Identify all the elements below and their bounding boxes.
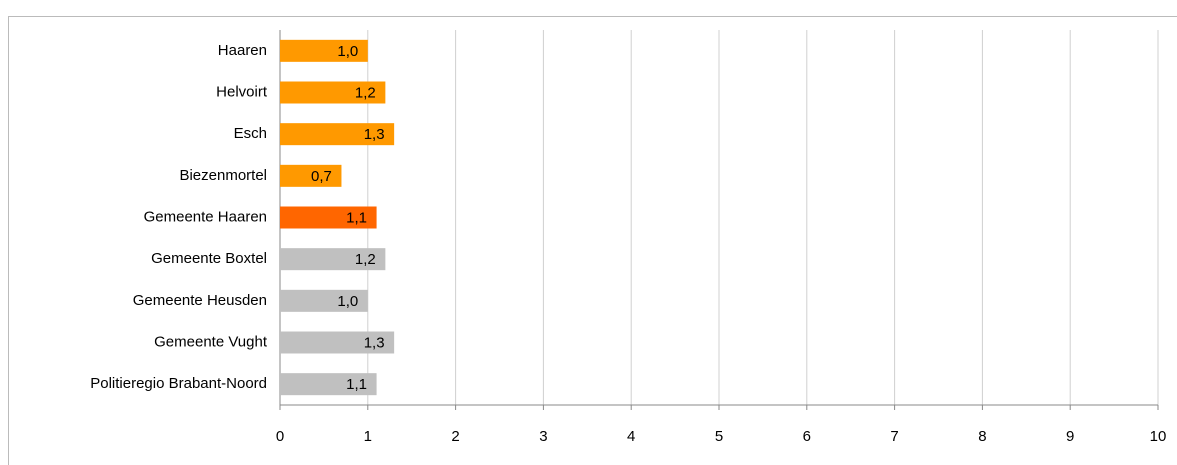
x-tick-label: 10 xyxy=(1150,428,1167,445)
bar xyxy=(280,248,386,271)
bar xyxy=(280,164,342,187)
value-label: 1,1 xyxy=(346,376,367,393)
x-tick-label: 5 xyxy=(715,428,723,445)
y-tick-label: Gemeente Boxtel xyxy=(151,250,267,267)
bar xyxy=(280,123,395,146)
x-tick-label: 3 xyxy=(539,428,547,445)
value-label: 1,3 xyxy=(364,334,385,351)
y-tick-label: Biezenmortel xyxy=(179,167,267,184)
value-label: 1,1 xyxy=(346,209,367,226)
value-label: 1,0 xyxy=(337,43,358,60)
bar xyxy=(280,289,368,312)
bar xyxy=(280,206,377,229)
y-tick-label: Politieregio Brabant-Noord xyxy=(90,375,267,392)
x-tick-label: 1 xyxy=(364,428,372,445)
y-tick-label: Esch xyxy=(234,125,267,142)
bar xyxy=(280,331,395,354)
value-label: 1,0 xyxy=(337,293,358,310)
x-tick-label: 8 xyxy=(978,428,986,445)
x-tick-label: 9 xyxy=(1066,428,1074,445)
value-label: 1,2 xyxy=(355,251,376,268)
x-tick-label: 2 xyxy=(451,428,459,445)
y-tick-label: Gemeente Heusden xyxy=(133,292,267,309)
y-tick-label: Gemeente Haaren xyxy=(144,208,267,225)
x-tick-label: 0 xyxy=(276,428,284,445)
value-label: 0,7 xyxy=(311,168,332,185)
x-tick-label: 6 xyxy=(803,428,811,445)
value-label: 1,3 xyxy=(364,126,385,143)
chart-frame xyxy=(8,16,1177,465)
bar xyxy=(280,81,386,104)
y-tick-label: Helvoirt xyxy=(216,83,268,100)
x-tick-label: 7 xyxy=(890,428,898,445)
y-tick-label: Haaren xyxy=(218,42,267,59)
bar xyxy=(280,373,377,396)
y-tick-label: Gemeente Vught xyxy=(154,333,268,350)
bar xyxy=(280,39,368,62)
x-tick-label: 4 xyxy=(627,428,635,445)
value-label: 1,2 xyxy=(355,84,376,101)
